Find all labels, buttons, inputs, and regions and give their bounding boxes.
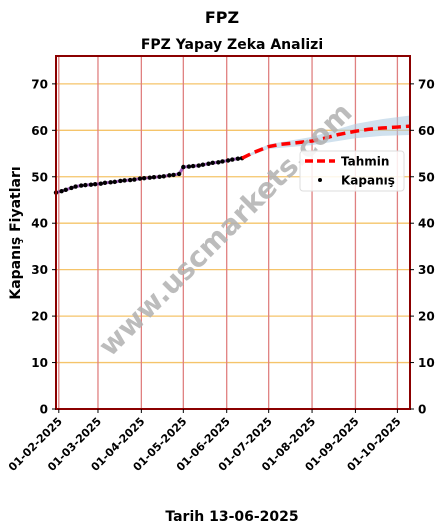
kapanis-point — [127, 177, 133, 183]
legend-box — [299, 150, 405, 192]
plot-background — [56, 56, 410, 409]
grid — [56, 56, 410, 410]
kapanis-point — [73, 184, 78, 189]
y-tick-label-right: 0 — [418, 403, 426, 417]
kapanis-point — [92, 181, 98, 187]
kapanis-point — [186, 164, 192, 169]
y-tick-label-left: 0 — [40, 403, 48, 417]
kapanis-point — [171, 172, 176, 178]
kapanis-point — [59, 188, 64, 194]
x-axis-label: Tarih 13-06-2025 — [165, 509, 298, 525]
chart-title: FPZ Yapay Zeka Analizi — [141, 37, 323, 53]
y-tick-label-right: 70 — [418, 77, 435, 91]
kapanis-point — [69, 185, 74, 191]
kapanis-point — [108, 180, 113, 185]
kapanis-point — [98, 181, 103, 186]
y-tick-label-right: 60 — [418, 124, 435, 138]
kapanis-point — [122, 178, 127, 183]
kapanis-point — [132, 177, 137, 182]
y-tick-label-left: 30 — [31, 263, 48, 277]
kapanis-point — [63, 187, 68, 192]
kapanis-point — [176, 171, 182, 177]
kapanis-point — [190, 163, 196, 169]
legend-kapanis-label: Kapanış — [341, 174, 395, 188]
y-tick-label-right: 40 — [418, 217, 435, 231]
kapanis-point — [147, 175, 152, 180]
kapanis-point — [167, 173, 172, 178]
kapanis-point — [118, 178, 123, 184]
kapanis-point — [102, 180, 108, 186]
kapanis-point — [161, 174, 166, 179]
kapanis-point — [151, 175, 157, 180]
tahmin-line — [241, 124, 411, 160]
kapanis-point — [200, 162, 206, 167]
y-tick-label-left: 10 — [31, 356, 48, 370]
legend-kapanis-swatch — [318, 178, 322, 182]
kapanis-point — [235, 156, 241, 161]
y-tick-label-left: 40 — [31, 217, 48, 231]
kapanis-point — [225, 158, 231, 163]
y-tick-label-right: 20 — [418, 310, 435, 324]
y-tick-label-right: 10 — [418, 356, 435, 370]
y-tick-label-right: 30 — [418, 263, 435, 277]
kapanis-point — [181, 164, 186, 170]
kapanis-point — [230, 157, 235, 162]
kapanis-point — [88, 182, 94, 187]
y-axis-label: Kapanış Fiyatları — [8, 166, 24, 299]
y-tick-label-left: 70 — [31, 77, 48, 91]
kapanis-point — [137, 176, 143, 181]
kapanis-point — [157, 174, 162, 179]
kapanis-point — [196, 163, 201, 168]
plot-frame — [55, 55, 411, 410]
y-tick-label-right: 50 — [418, 170, 435, 184]
kapanis-point — [83, 182, 88, 188]
kapanis-point — [206, 161, 211, 166]
kapanis-point — [78, 183, 84, 188]
y-tick-label-left: 50 — [31, 170, 48, 184]
kapanis-point — [141, 175, 147, 181]
y-tick-label-left: 20 — [31, 310, 48, 324]
chart-suptitle: FPZ — [205, 8, 239, 27]
kapanis-point — [216, 160, 221, 165]
kapanis-point — [210, 160, 215, 166]
kapanis-point — [112, 179, 117, 185]
y-tick-label-left: 60 — [31, 124, 48, 138]
series-layer — [53, 124, 411, 195]
legend: Tahmin Kapanış — [299, 150, 405, 192]
legend-tahmin-label: Tahmin — [341, 155, 389, 169]
kapanis-point — [220, 159, 225, 164]
